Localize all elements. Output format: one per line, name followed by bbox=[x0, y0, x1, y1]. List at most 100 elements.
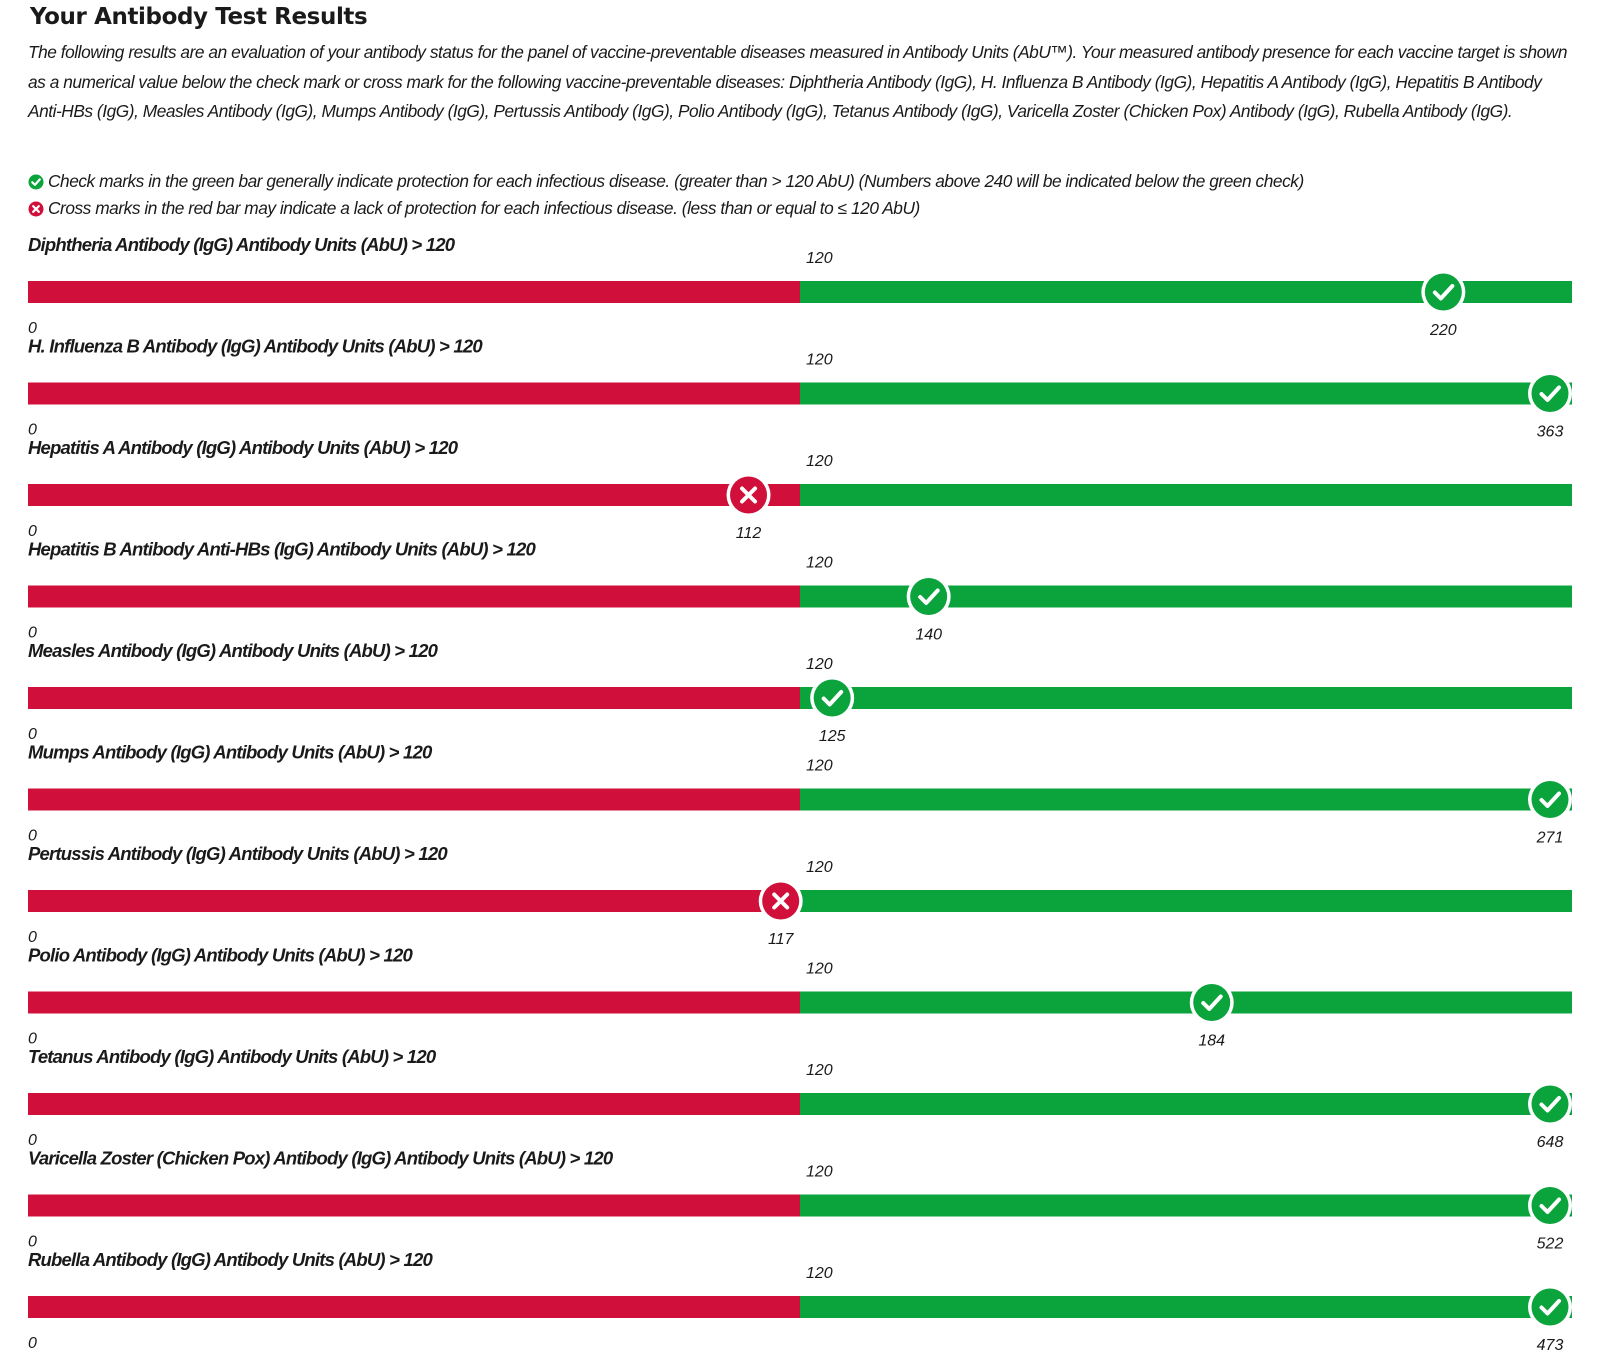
red-bar bbox=[28, 484, 800, 506]
red-bar bbox=[28, 1296, 800, 1318]
antibody-row: H. Influenza B Antibody (IgG) Antibody U… bbox=[28, 336, 1572, 441]
check-glyph bbox=[1539, 791, 1561, 808]
threshold-tick-label: 120 bbox=[806, 656, 833, 673]
antibody-row: Tetanus Antibody (IgG) Antibody Units (A… bbox=[28, 1046, 1572, 1151]
check-glyph bbox=[1432, 284, 1455, 301]
threshold-tick-label: 120 bbox=[806, 555, 833, 572]
red-bar bbox=[28, 382, 800, 405]
value-label: 112 bbox=[736, 525, 762, 542]
row-title: Rubella Antibody (IgG) Antibody Units (A… bbox=[28, 1249, 433, 1270]
check-mark-icon bbox=[906, 574, 951, 619]
antibody-row: Mumps Antibody (IgG) Antibody Units (AbU… bbox=[28, 742, 1572, 847]
marker-fill bbox=[1531, 1288, 1569, 1326]
green-bar bbox=[800, 1296, 1572, 1318]
check-glyph bbox=[1539, 1299, 1561, 1316]
marker-fill bbox=[910, 578, 948, 615]
value-label: 522 bbox=[1537, 1236, 1564, 1253]
red-bar bbox=[28, 1194, 800, 1217]
legend-cross: Cross marks in the red bar may indicate … bbox=[28, 198, 920, 219]
check-mark-icon bbox=[1528, 1082, 1572, 1126]
zero-tick-label: 0 bbox=[28, 1132, 37, 1149]
value-label: 271 bbox=[1536, 830, 1564, 847]
check-glyph bbox=[1539, 1096, 1561, 1113]
legend-cross-text: Cross marks in the red bar may indicate … bbox=[48, 198, 920, 218]
threshold-tick-label: 120 bbox=[806, 352, 833, 369]
red-bar bbox=[28, 991, 800, 1014]
zero-tick-label: 0 bbox=[28, 320, 37, 337]
antibody-row: Hepatitis B Antibody Anti-HBs (IgG) Anti… bbox=[28, 539, 1572, 644]
threshold-tick-label: 120 bbox=[806, 961, 833, 978]
zero-tick-label: 0 bbox=[28, 929, 37, 946]
green-bar bbox=[800, 281, 1572, 303]
green-bar bbox=[800, 1093, 1572, 1115]
marker-fill bbox=[1424, 273, 1462, 311]
zero-tick-label: 0 bbox=[28, 1031, 37, 1048]
red-bar bbox=[28, 687, 800, 709]
green-bar bbox=[800, 484, 1572, 506]
check-mark-icon bbox=[1528, 777, 1572, 822]
antibody-row: Pertussis Antibody (IgG) Antibody Units … bbox=[28, 843, 1572, 948]
zero-tick-label: 0 bbox=[28, 828, 37, 845]
red-bar bbox=[28, 788, 800, 811]
threshold-tick-label: 120 bbox=[806, 1164, 833, 1181]
zero-tick-label: 0 bbox=[28, 422, 37, 439]
red-bar bbox=[28, 585, 800, 608]
threshold-tick-label: 120 bbox=[806, 1265, 833, 1282]
marker-fill bbox=[1531, 1187, 1569, 1224]
marker-fill bbox=[1531, 375, 1569, 412]
row-title: Hepatitis B Antibody Anti-HBs (IgG) Anti… bbox=[28, 539, 536, 560]
antibody-row: Polio Antibody (IgG) Antibody Units (AbU… bbox=[28, 945, 1572, 1050]
page-title: Your Antibody Test Results bbox=[30, 4, 368, 30]
zero-tick-label: 0 bbox=[28, 625, 37, 642]
check-glyph bbox=[918, 588, 940, 605]
cross-glyph bbox=[772, 892, 790, 910]
value-label: 363 bbox=[1537, 424, 1564, 441]
zero-tick-label: 0 bbox=[28, 523, 37, 540]
value-label: 184 bbox=[1198, 1033, 1225, 1050]
value-label: 140 bbox=[915, 627, 942, 644]
cross-mark-icon bbox=[726, 473, 771, 517]
check-glyph bbox=[1201, 994, 1223, 1011]
row-title: Diphtheria Antibody (IgG) Antibody Units… bbox=[28, 234, 456, 255]
antibody-row: Measles Antibody (IgG) Antibody Units (A… bbox=[28, 640, 1572, 745]
row-title: Measles Antibody (IgG) Antibody Units (A… bbox=[28, 640, 439, 661]
cross-circle-icon bbox=[28, 201, 44, 216]
row-title: Tetanus Antibody (IgG) Antibody Units (A… bbox=[28, 1046, 437, 1067]
threshold-tick-label: 120 bbox=[806, 859, 833, 876]
check-mark-icon bbox=[1189, 980, 1234, 1025]
check-glyph bbox=[1539, 385, 1561, 402]
antibody-row: Diphtheria Antibody (IgG) Antibody Units… bbox=[28, 234, 1572, 339]
zero-tick-label: 0 bbox=[28, 1335, 37, 1352]
green-bar bbox=[800, 585, 1572, 608]
zero-tick-label: 0 bbox=[28, 726, 37, 743]
cross-glyph bbox=[740, 486, 758, 504]
threshold-tick-label: 120 bbox=[806, 250, 833, 267]
marker-fill bbox=[1531, 1085, 1569, 1123]
value-label: 117 bbox=[768, 931, 795, 948]
zero-tick-label: 0 bbox=[28, 1234, 37, 1251]
marker-fill bbox=[1193, 984, 1231, 1021]
antibody-row: Varicella Zoster (Chicken Pox) Antibody … bbox=[28, 1148, 1572, 1253]
check-glyph bbox=[1539, 1197, 1561, 1214]
legend-check: Check marks in the green bar generally i… bbox=[28, 171, 1304, 192]
threshold-tick-label: 120 bbox=[806, 758, 833, 775]
row-title: Polio Antibody (IgG) Antibody Units (AbU… bbox=[28, 945, 413, 966]
red-bar bbox=[28, 890, 800, 912]
green-bar bbox=[800, 1194, 1572, 1217]
check-mark-icon bbox=[810, 676, 855, 720]
row-title: Pertussis Antibody (IgG) Antibody Units … bbox=[28, 843, 448, 864]
value-label: 125 bbox=[819, 728, 846, 745]
value-label: 648 bbox=[1537, 1134, 1564, 1151]
green-bar bbox=[800, 991, 1572, 1014]
green-bar bbox=[800, 890, 1572, 912]
green-bar bbox=[800, 788, 1572, 811]
row-title: Varicella Zoster (Chicken Pox) Antibody … bbox=[28, 1148, 614, 1169]
value-label: 473 bbox=[1537, 1337, 1564, 1354]
row-title: H. Influenza B Antibody (IgG) Antibody U… bbox=[28, 336, 483, 357]
check-mark-icon bbox=[1528, 371, 1572, 416]
intro-text: The following results are an evaluation … bbox=[28, 42, 1567, 121]
antibody-row: Rubella Antibody (IgG) Antibody Units (A… bbox=[28, 1249, 1572, 1354]
cross-mark-icon bbox=[758, 879, 803, 923]
marker-fill bbox=[813, 679, 851, 717]
